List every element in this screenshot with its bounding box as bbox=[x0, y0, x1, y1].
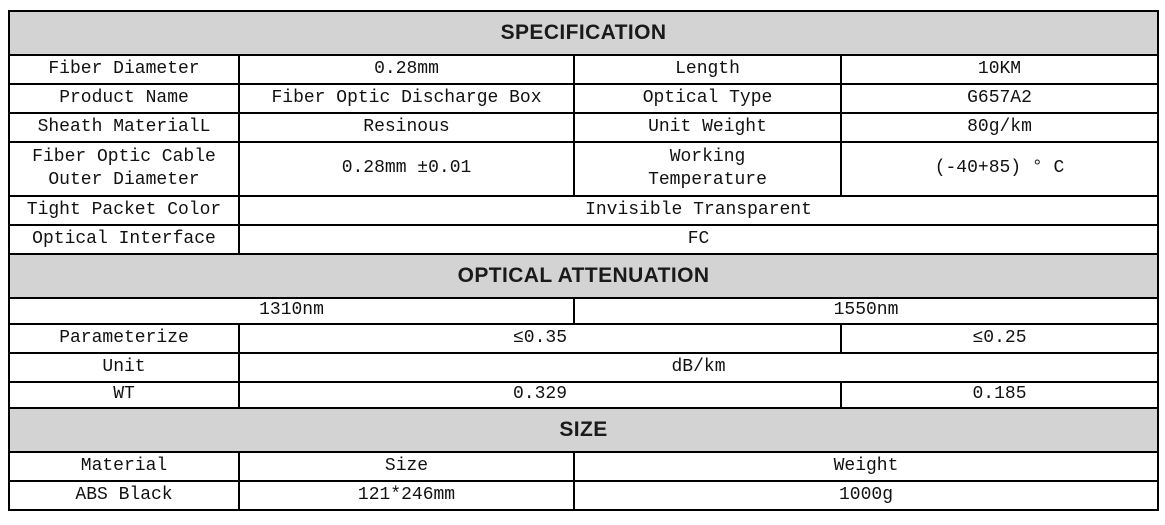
table-row: Material Size Weight bbox=[8, 451, 1160, 482]
cell-size-header: Size bbox=[238, 451, 575, 482]
cell-wavelength-1550: 1550nm bbox=[572, 297, 1160, 325]
section-header-row: OPTICAL ATTENUATION bbox=[7, 253, 1160, 299]
cell-unit-value: dB/km bbox=[237, 352, 1160, 383]
cell-cable-outer-diameter-label: Fiber Optic Cable Outer Diameter bbox=[8, 141, 240, 197]
cell-fiber-diameter-label: Fiber Diameter bbox=[8, 54, 240, 85]
cell-product-name-value: Fiber Optic Discharge Box bbox=[238, 83, 575, 114]
cell-wt-1310-value: 0.329 bbox=[238, 381, 842, 409]
cell-size-value: 121*246mm bbox=[238, 480, 575, 511]
table-row: Optical Interface FC bbox=[8, 224, 1160, 255]
cell-optical-interface-label: Optical Interface bbox=[8, 224, 240, 255]
cell-material-header: Material bbox=[8, 451, 240, 482]
cell-working-temperature-label: Working Temperature bbox=[573, 141, 842, 197]
table-row: Parameterize ≤0.35 ≤0.25 bbox=[8, 323, 1160, 354]
cell-tight-packet-color-label: Tight Packet Color bbox=[8, 195, 240, 226]
cell-parameterize-1310-value: ≤0.35 bbox=[238, 323, 842, 354]
cell-product-name-label: Product Name bbox=[8, 83, 240, 114]
cell-sheath-material-value: Resinous bbox=[238, 112, 575, 143]
table-row: Product Name Fiber Optic Discharge Box O… bbox=[8, 83, 1160, 114]
section-title-optical-attenuation: OPTICAL ATTENUATION bbox=[7, 253, 1160, 299]
cell-unit-weight-value: 80g/km bbox=[839, 112, 1160, 143]
cell-working-temperature-value: (-40+85) ° C bbox=[839, 141, 1160, 197]
cell-unit-weight-label: Unit Weight bbox=[573, 112, 842, 143]
cell-parameterize-1550-value: ≤0.25 bbox=[839, 323, 1160, 354]
cell-fiber-diameter-value: 0.28mm bbox=[238, 54, 575, 85]
cell-weight-value: 1000g bbox=[572, 480, 1160, 511]
table-row: Fiber Optic Cable Outer Diameter 0.28mm … bbox=[8, 141, 1160, 197]
cell-length-value: 10KM bbox=[839, 54, 1160, 85]
section-title-specification: SPECIFICATION bbox=[7, 10, 1160, 56]
cell-weight-header: Weight bbox=[572, 451, 1160, 482]
cell-tight-packet-color-value: Invisible Transparent bbox=[237, 195, 1160, 226]
product-spec-table: SPECIFICATION Fiber Diameter 0.28mm Leng… bbox=[7, 10, 1160, 511]
cell-optical-type-value: G657A2 bbox=[839, 83, 1160, 114]
table-row: WT 0.329 0.185 bbox=[8, 381, 1160, 409]
cell-wavelength-1310: 1310nm bbox=[8, 297, 575, 325]
table-row: Tight Packet Color Invisible Transparent bbox=[8, 195, 1160, 226]
cell-cable-outer-diameter-value: 0.28mm ±0.01 bbox=[238, 141, 575, 197]
table-row: ABS Black 121*246mm 1000g bbox=[8, 480, 1160, 511]
cell-material-value: ABS Black bbox=[8, 480, 240, 511]
cell-optical-type-label: Optical Type bbox=[573, 83, 842, 114]
page: SPECIFICATION Fiber Diameter 0.28mm Leng… bbox=[7, 10, 1160, 511]
table-row: 1310nm 1550nm bbox=[8, 297, 1160, 325]
cell-parameterize-label: Parameterize bbox=[8, 323, 240, 354]
section-header-row: SPECIFICATION bbox=[7, 10, 1160, 56]
section-header-row: SIZE bbox=[7, 407, 1160, 453]
cell-wt-label: WT bbox=[8, 381, 240, 409]
cell-sheath-material-label: Sheath MaterialL bbox=[8, 112, 240, 143]
table-row: Unit dB/km bbox=[8, 352, 1160, 383]
cell-optical-interface-value: FC bbox=[237, 224, 1160, 255]
table-row: Sheath MaterialL Resinous Unit Weight 80… bbox=[8, 112, 1160, 143]
cell-length-label: Length bbox=[573, 54, 842, 85]
section-title-size: SIZE bbox=[7, 407, 1160, 453]
cell-wt-1550-value: 0.185 bbox=[839, 381, 1160, 409]
table-row: Fiber Diameter 0.28mm Length 10KM bbox=[8, 54, 1160, 85]
cell-unit-label: Unit bbox=[8, 352, 240, 383]
